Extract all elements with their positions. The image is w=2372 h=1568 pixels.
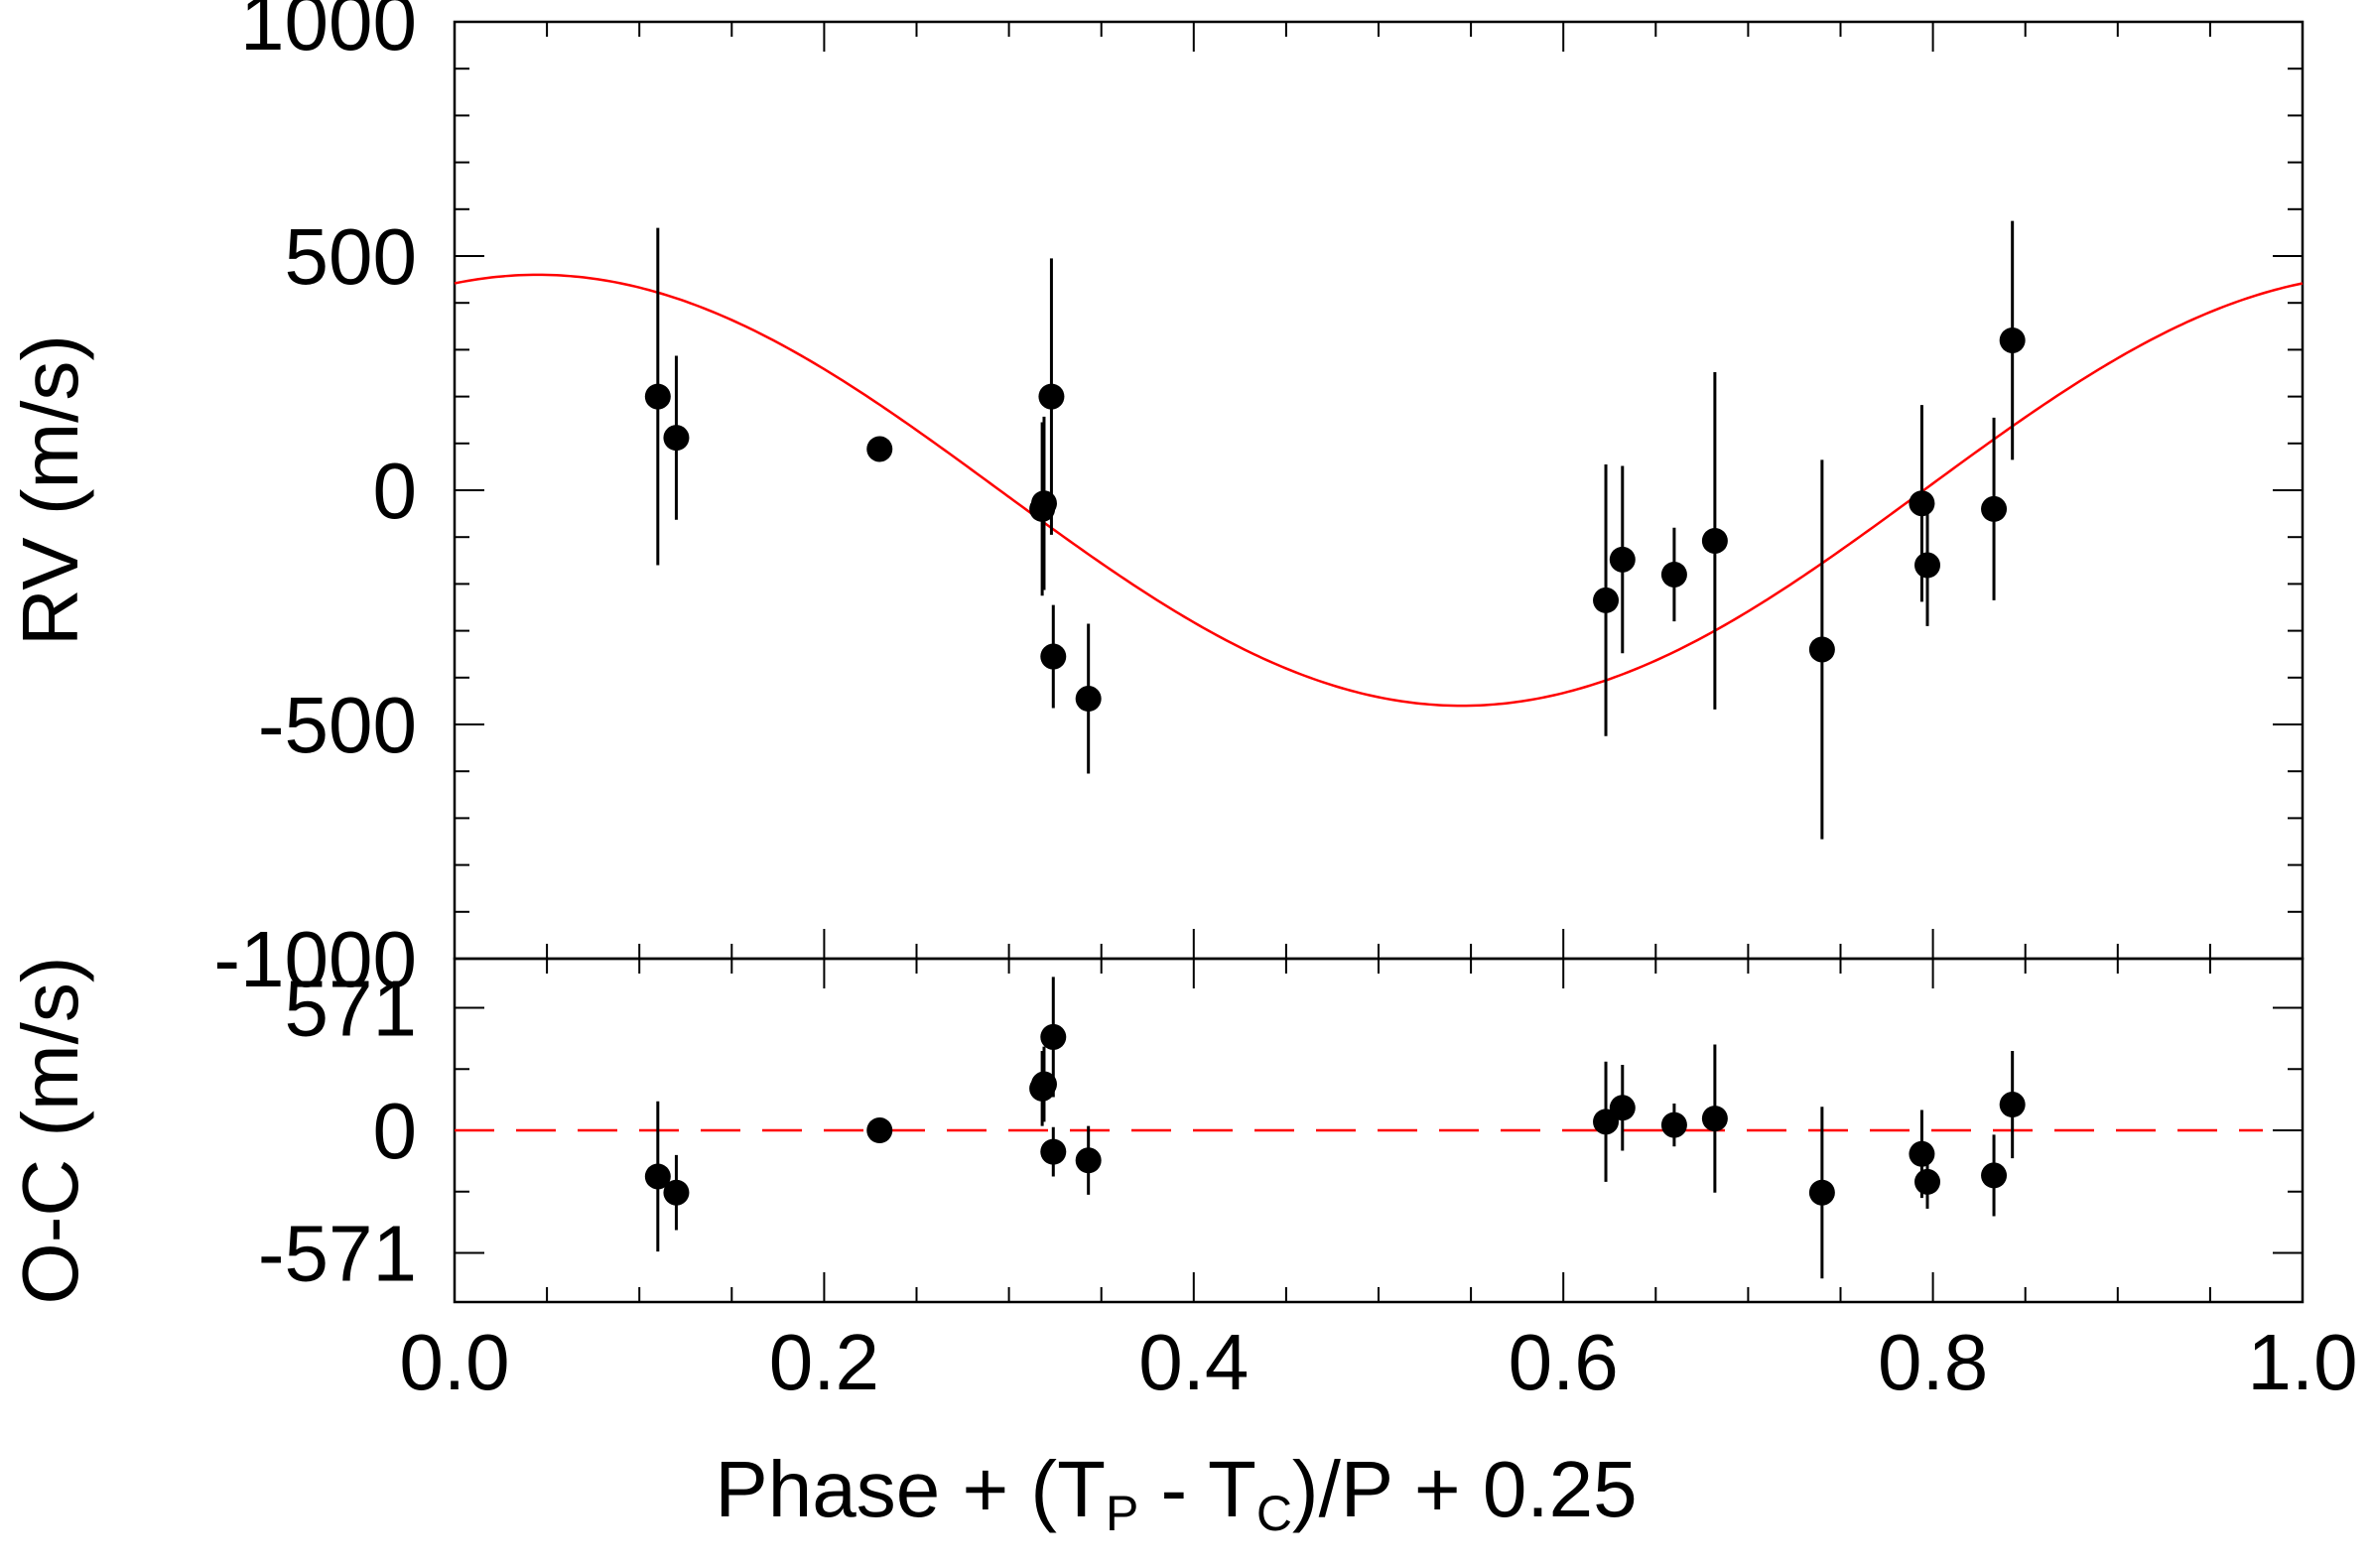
- residual-ticks: [454, 959, 2304, 1302]
- data-point: [1981, 495, 2008, 522]
- rv-ytick-labels: 1000 500 0 -500 -1000: [213, 0, 417, 1003]
- data-point: [1040, 1023, 1067, 1050]
- data-point: [1701, 527, 1728, 554]
- data-point: [1038, 383, 1065, 410]
- rv-ytick-label: 1000: [240, 0, 417, 66]
- data-point: [1914, 1168, 1941, 1195]
- x-axis-label-pre: Phase + (T: [715, 1445, 1106, 1533]
- x-axis-label-sub-c: C: [1256, 1486, 1292, 1541]
- rv-error-bars: [656, 220, 2015, 840]
- data-point: [1808, 636, 1835, 663]
- rv-ytick-label: -1000: [213, 915, 417, 1003]
- data-point: [1909, 1140, 1935, 1167]
- residual-error-bars: [656, 977, 2015, 1279]
- residual-y-axis-label: O-C (m/s): [6, 956, 94, 1304]
- data-point: [1808, 1179, 1835, 1206]
- x-axis-label-sub-p: P: [1106, 1486, 1138, 1541]
- data-point: [1999, 1092, 2026, 1118]
- x-tick-labels: 0.0 0.2 0.4 0.6 0.8 1.0: [399, 1318, 2357, 1406]
- rv-ytick-label: 0: [373, 447, 418, 535]
- data-point: [1075, 1147, 1102, 1174]
- data-point: [663, 1179, 690, 1206]
- data-point: [1040, 1138, 1067, 1165]
- rv-data-points: [644, 327, 2026, 713]
- rv-plot-frame: [453, 20, 2305, 961]
- x-axis-label-post: )/P + 0.25: [1292, 1445, 1638, 1533]
- residual-ytick-label: 0: [373, 1087, 418, 1175]
- data-point: [1981, 1162, 2008, 1189]
- data-point: [1999, 327, 2026, 353]
- data-point: [1701, 1106, 1728, 1132]
- data-point: [866, 1117, 893, 1143]
- x-axis-label-mid: - T: [1138, 1445, 1256, 1533]
- residual-ytick-labels: 571 0 -571: [258, 965, 417, 1298]
- data-point: [1040, 643, 1067, 670]
- data-point: [644, 1163, 671, 1190]
- rv-ticks: [454, 21, 2304, 960]
- x-tick-label: 0.0: [399, 1318, 509, 1406]
- data-point: [1909, 490, 1935, 517]
- data-point: [1609, 546, 1636, 573]
- rv-ytick-label: 500: [285, 212, 417, 301]
- residual-panel: 571 0 -571 0.0 0.2 0.4 0.6 0.8 1.0 O-C (m/s): [6, 956, 2358, 1406]
- data-point: [1030, 490, 1057, 517]
- rv-panel: 1000 500 0 -500 -1000 RV (m/s): [6, 0, 2305, 1003]
- data-point: [1609, 1095, 1636, 1121]
- data-point: [1660, 1111, 1687, 1138]
- residual-ytick-label: 571: [285, 965, 417, 1053]
- data-point: [663, 425, 690, 452]
- x-tick-label: 0.4: [1138, 1318, 1249, 1406]
- data-point: [1030, 1071, 1057, 1098]
- residual-data-points: [644, 1023, 2026, 1206]
- x-tick-label: 0.8: [1878, 1318, 1988, 1406]
- x-tick-label: 1.0: [2247, 1318, 2357, 1406]
- residual-ytick-label: -571: [258, 1209, 417, 1297]
- data-point: [1660, 561, 1687, 588]
- data-point: [1075, 686, 1102, 713]
- rv-y-axis-label: RV (m/s): [6, 334, 94, 646]
- x-axis-label: Phase + (TP - TC)/P + 0.25: [715, 1445, 1637, 1541]
- x-tick-label: 0.2: [769, 1318, 879, 1406]
- data-point: [1914, 552, 1941, 579]
- rv-ytick-label: -500: [258, 681, 417, 769]
- data-point: [1593, 587, 1620, 613]
- x-tick-label: 0.6: [1509, 1318, 1619, 1406]
- rv-model-curve: [454, 273, 2304, 708]
- data-point: [866, 436, 893, 462]
- data-point: [644, 383, 671, 410]
